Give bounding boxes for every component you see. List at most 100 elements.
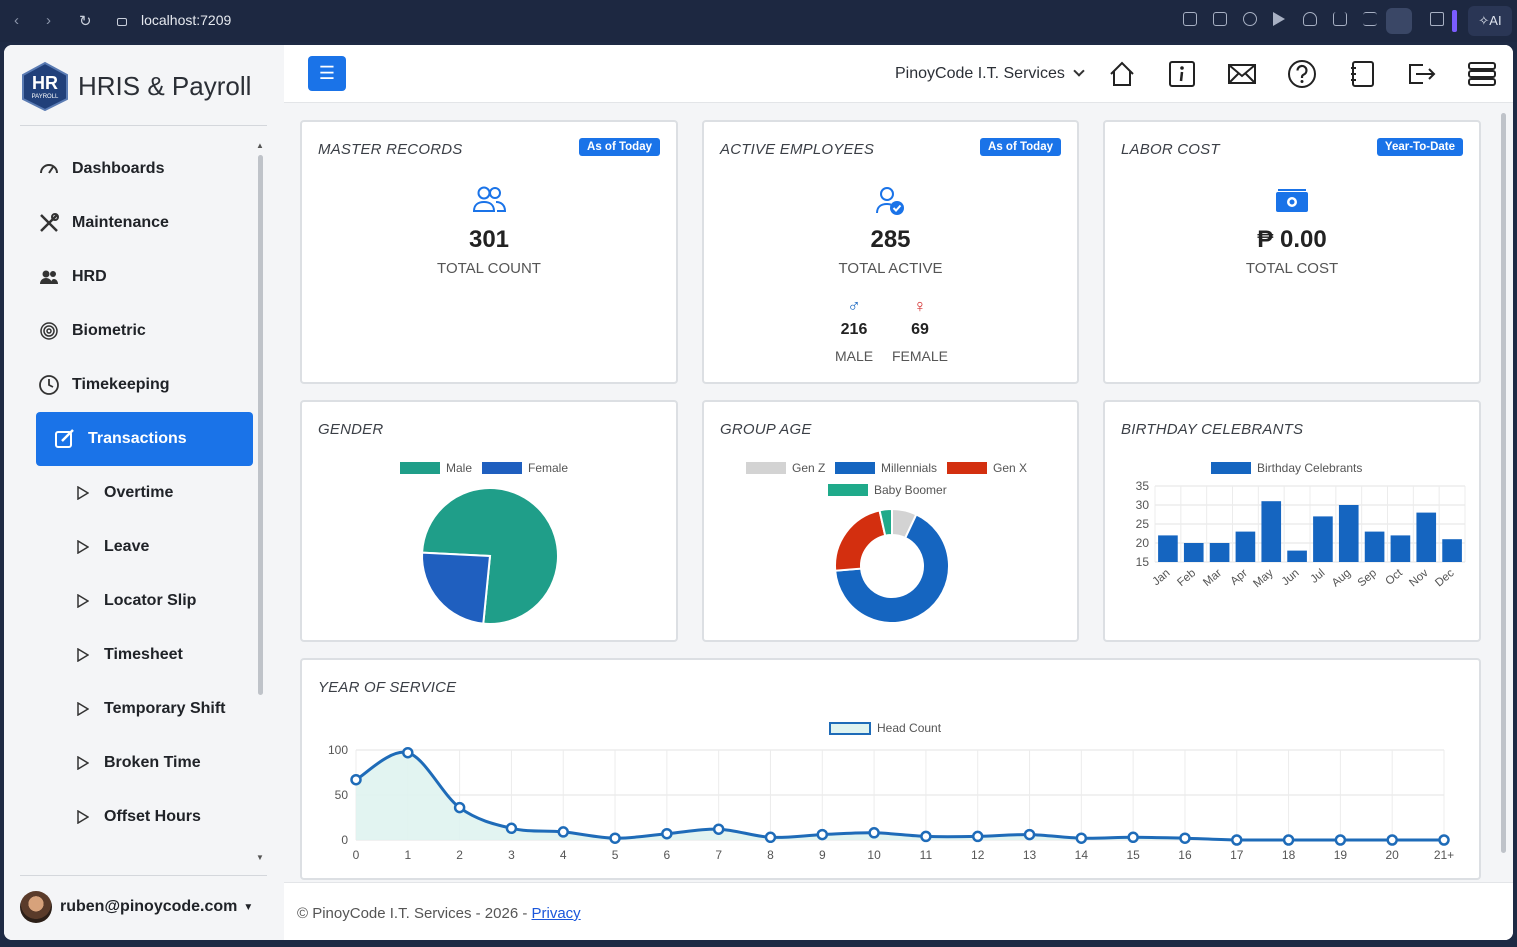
donut-slice-millennials[interactable]	[834, 513, 950, 624]
help-icon[interactable]	[1287, 59, 1317, 89]
ai-button[interactable]: ✧AI	[1468, 6, 1512, 36]
data-point[interactable]	[1386, 834, 1398, 846]
sidebar-item-maintenance[interactable]: Maintenance	[4, 196, 260, 250]
shield-icon[interactable]	[1243, 12, 1257, 26]
sidebar-item-leave[interactable]: Leave	[4, 520, 260, 574]
bar[interactable]	[1338, 505, 1359, 562]
sidebar-item-overtime[interactable]: Overtime	[4, 466, 260, 520]
data-point[interactable]	[609, 832, 621, 844]
data-point[interactable]	[661, 827, 673, 840]
data-point[interactable]	[1075, 832, 1088, 844]
data-point[interactable]	[1438, 834, 1450, 846]
data-point[interactable]	[402, 746, 414, 759]
scroll-thumb[interactable]	[258, 155, 263, 695]
forward-icon[interactable]: ›	[46, 12, 51, 29]
data-point[interactable]	[1023, 828, 1036, 841]
pie-slice-female[interactable]	[421, 551, 492, 625]
home-icon[interactable]	[1107, 59, 1137, 89]
data-point[interactable]	[350, 773, 362, 786]
bar[interactable]	[1158, 535, 1178, 562]
legend-gen-z[interactable]: Gen Z	[746, 461, 825, 475]
legend-gen-x[interactable]: Gen X	[947, 461, 1027, 475]
content-scrollbar[interactable]	[1497, 103, 1511, 882]
legend-label: Gen Z	[792, 461, 826, 475]
company-selector[interactable]: PinoyCode I.T. Services	[895, 65, 1085, 83]
profile-icon[interactable]	[1386, 8, 1412, 34]
bar[interactable]	[1287, 550, 1307, 562]
legend-male[interactable]: Male	[400, 461, 472, 475]
extension-icon[interactable]	[1430, 12, 1444, 26]
data-point[interactable]	[868, 827, 880, 839]
bar[interactable]	[1235, 531, 1256, 562]
sidebar-item-dashboards[interactable]: Dashboards	[4, 142, 260, 196]
sidebar-item-offset-hours[interactable]: Offset Hours	[4, 790, 260, 844]
legend-head-count[interactable]: Head Count	[829, 721, 941, 735]
user-menu[interactable]: ruben@pinoycode.com ▼	[20, 891, 253, 923]
privacy-link[interactable]: Privacy	[531, 905, 581, 922]
sidebar-item-temporary-shift[interactable]: Temporary Shift	[4, 682, 260, 736]
legend-swatch	[400, 462, 440, 474]
bar[interactable]	[1183, 543, 1204, 562]
scroll-up-icon[interactable]: ▲	[256, 141, 264, 150]
mail-icon[interactable]	[1227, 59, 1257, 89]
info-icon[interactable]	[1167, 59, 1197, 89]
sidebar-item-biometric[interactable]: Biometric	[4, 304, 260, 358]
brand[interactable]: HR PAYROLL HRIS & Payroll	[20, 61, 251, 112]
bar[interactable]	[1390, 535, 1411, 562]
data-point[interactable]	[453, 801, 466, 814]
sidebar-item-label: Temporary Shift	[104, 700, 226, 717]
bar[interactable]	[1364, 531, 1385, 562]
sidebar-scrollbar[interactable]: ▲ ▼	[256, 141, 264, 862]
notebook-icon[interactable]	[1347, 59, 1377, 89]
camera-icon[interactable]	[1213, 12, 1227, 26]
menu-lines-icon[interactable]	[1363, 12, 1377, 26]
sidebar-menu: Dashboards Maintenance HRD Biometric Tim…	[4, 142, 260, 844]
bar[interactable]	[1261, 501, 1282, 562]
reload-icon[interactable]: ↻	[79, 13, 92, 30]
bar[interactable]	[1313, 516, 1333, 562]
legend-birthday[interactable]: Birthday Celebrants	[1211, 461, 1362, 475]
data-point[interactable]	[1334, 834, 1347, 846]
sidebar-item-timesheet[interactable]: Timesheet	[4, 628, 260, 682]
bar[interactable]	[1442, 539, 1462, 562]
data-point[interactable]	[1231, 834, 1243, 846]
sidebar-item-timekeeping[interactable]: Timekeeping	[4, 358, 260, 412]
legend-female[interactable]: Female	[482, 461, 568, 475]
sidebar-item-broken-time[interactable]: Broken Time	[4, 736, 260, 790]
legend-swatch	[835, 462, 875, 474]
data-point[interactable]	[712, 823, 725, 835]
legend-millennials[interactable]: Millennials	[835, 461, 937, 475]
data-point[interactable]	[557, 826, 569, 838]
data-point[interactable]	[505, 822, 518, 835]
sidebar-item-locator-slip[interactable]: Locator Slip	[4, 574, 260, 628]
sidebar-item-hrd[interactable]: HRD	[4, 250, 260, 304]
logout-icon[interactable]	[1407, 59, 1437, 89]
data-point[interactable]	[1179, 832, 1191, 844]
back-icon[interactable]: ‹	[14, 12, 19, 29]
data-point[interactable]	[816, 828, 829, 841]
server-icon[interactable]	[1467, 59, 1497, 89]
male-stat: ♂ 216 MALE	[824, 296, 884, 364]
address-bar[interactable]: localhost:7209	[117, 12, 231, 28]
data-point[interactable]	[920, 830, 932, 843]
sidebar-item-transactions[interactable]: Transactions	[36, 412, 253, 466]
data-point[interactable]	[1127, 831, 1139, 844]
menu-toggle-button[interactable]: ☰	[308, 56, 346, 91]
donut-slice-gen-x[interactable]	[834, 509, 887, 572]
app-window: HR PAYROLL HRIS & Payroll Dashboards Mai…	[4, 45, 1513, 940]
data-point[interactable]	[971, 830, 984, 843]
edit-page-icon[interactable]	[1183, 12, 1197, 26]
download-icon[interactable]	[1333, 12, 1347, 26]
data-point[interactable]	[764, 831, 777, 844]
donut-slice-baby-boomer[interactable]	[878, 507, 893, 537]
year-of-service-chart-card: YEAR OF SERVICE Head Count 0 50 100 0 1 2 3 4 5 6…	[300, 658, 1481, 880]
legend-baby-boomer[interactable]: Baby Boomer	[828, 483, 947, 497]
scroll-down-icon[interactable]: ▼	[256, 853, 264, 862]
bar[interactable]	[1416, 512, 1437, 562]
heart-icon[interactable]	[1303, 12, 1317, 26]
bar[interactable]	[1209, 543, 1230, 562]
sidebar-item-label: Transactions	[88, 430, 187, 447]
data-point[interactable]	[1282, 834, 1295, 846]
play-icon[interactable]	[1273, 12, 1285, 26]
scroll-thumb[interactable]	[1501, 113, 1506, 853]
